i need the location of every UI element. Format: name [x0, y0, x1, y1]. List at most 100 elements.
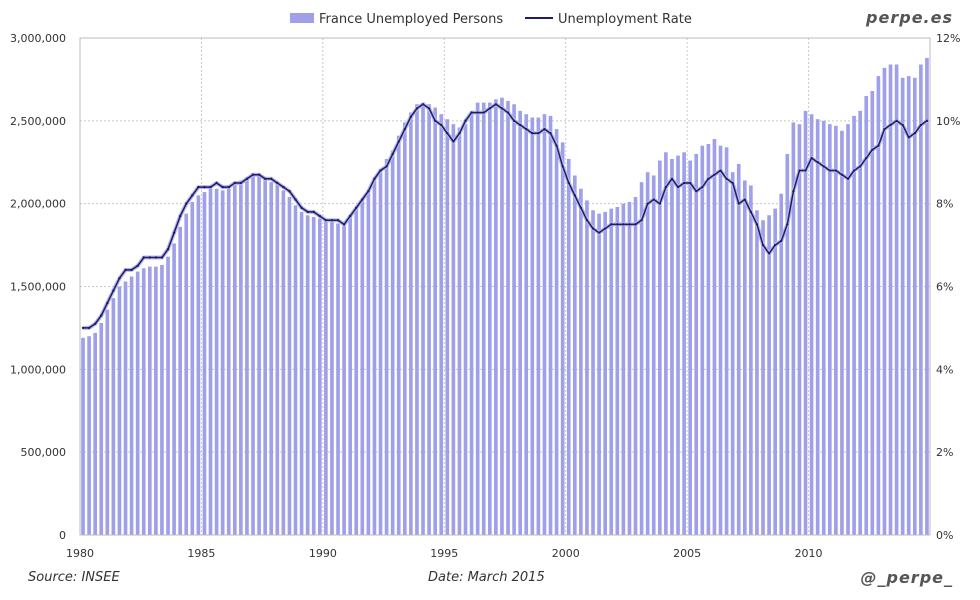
x-tick-label: 1990	[309, 547, 337, 560]
bar	[202, 192, 207, 535]
bar	[184, 213, 189, 535]
bar	[651, 175, 656, 535]
bar	[111, 298, 116, 535]
bar	[864, 95, 869, 535]
x-axis-ticks: 1980 1985 1990 1995 2000 2005 2010	[66, 547, 823, 560]
rate-point	[482, 111, 485, 114]
x-tick-label: 1985	[187, 547, 215, 560]
bar	[755, 210, 759, 535]
rate-point	[907, 136, 910, 139]
rate-point	[780, 239, 783, 243]
bar	[251, 175, 255, 535]
bar	[372, 180, 377, 535]
legend-bar-label: France Unemployed Persons	[319, 12, 503, 27]
rate-point	[87, 326, 91, 330]
left-tick-label: 1,500,000	[10, 281, 66, 294]
bar	[779, 193, 784, 535]
rate-point	[355, 206, 358, 210]
bar	[767, 215, 771, 535]
rate-point	[312, 210, 315, 214]
rate-point	[276, 181, 279, 185]
bar	[736, 163, 741, 535]
right-tick-label: 2%	[936, 446, 953, 459]
bar	[330, 220, 334, 535]
bar	[627, 202, 632, 535]
bar	[226, 187, 231, 535]
rate-point	[895, 119, 898, 123]
bar	[154, 266, 158, 535]
rate-point	[209, 185, 212, 189]
rate-point	[549, 132, 552, 135]
bar	[821, 120, 826, 535]
bar	[263, 178, 267, 536]
rate-point	[846, 177, 850, 181]
bar	[147, 266, 152, 535]
right-axis-ticks: 0% 2% 4% 6% 8% 10% 12%	[936, 32, 960, 542]
rate-point	[373, 177, 376, 181]
bar	[694, 153, 699, 535]
bar	[718, 145, 723, 535]
bar	[657, 160, 662, 536]
rate-point	[433, 119, 437, 123]
bar	[560, 142, 565, 535]
bar	[785, 153, 790, 535]
rate-point	[834, 169, 838, 172]
rate-point	[810, 156, 813, 160]
bar	[324, 218, 328, 535]
bar	[390, 150, 395, 536]
bar	[542, 114, 547, 535]
rate-point	[737, 202, 740, 205]
rate-point	[233, 181, 237, 185]
rate-point	[725, 177, 728, 181]
bar	[421, 102, 425, 536]
rate-point	[828, 169, 832, 172]
bar	[378, 168, 383, 536]
right-tick-label: 4%	[936, 363, 953, 376]
bar	[311, 216, 316, 536]
rate-point	[178, 214, 182, 218]
rate-point	[603, 227, 607, 230]
rate-point	[616, 223, 619, 226]
bar	[536, 117, 541, 536]
bar	[360, 200, 365, 535]
rate-point	[348, 214, 352, 218]
rate-point	[573, 194, 577, 197]
rate-point	[634, 223, 637, 226]
rate-point	[197, 185, 200, 189]
rate-point	[749, 210, 753, 214]
bar	[117, 286, 122, 535]
bar	[706, 144, 711, 535]
bar	[603, 211, 607, 535]
rate-point	[100, 314, 103, 317]
left-tick-label: 1,000,000	[10, 363, 66, 376]
twitter-handle: @_perpe_	[861, 568, 954, 587]
bar	[366, 192, 371, 535]
rate-point	[755, 223, 759, 226]
bar	[239, 180, 243, 535]
bar	[439, 114, 444, 535]
rate-point	[318, 214, 322, 218]
rate-point	[342, 223, 346, 226]
right-tick-label: 10%	[936, 115, 960, 128]
rate-point	[816, 161, 819, 164]
right-tick-label: 8%	[936, 198, 953, 211]
rate-point	[804, 169, 807, 172]
bar	[99, 322, 104, 535]
rate-point	[106, 301, 109, 305]
rate-point	[506, 111, 510, 114]
bar	[451, 124, 456, 535]
rate-point	[640, 219, 643, 222]
bar	[518, 110, 522, 535]
rate-point	[130, 268, 133, 272]
rate-point	[112, 289, 115, 292]
rate-point	[330, 219, 334, 222]
rate-point	[142, 256, 145, 259]
rate-point	[877, 144, 880, 147]
rate-point	[561, 165, 564, 168]
bar	[809, 114, 814, 535]
bar	[123, 281, 128, 535]
rate-point	[658, 202, 662, 205]
rate-point	[257, 173, 261, 176]
bar	[724, 147, 729, 535]
bar	[257, 173, 261, 535]
